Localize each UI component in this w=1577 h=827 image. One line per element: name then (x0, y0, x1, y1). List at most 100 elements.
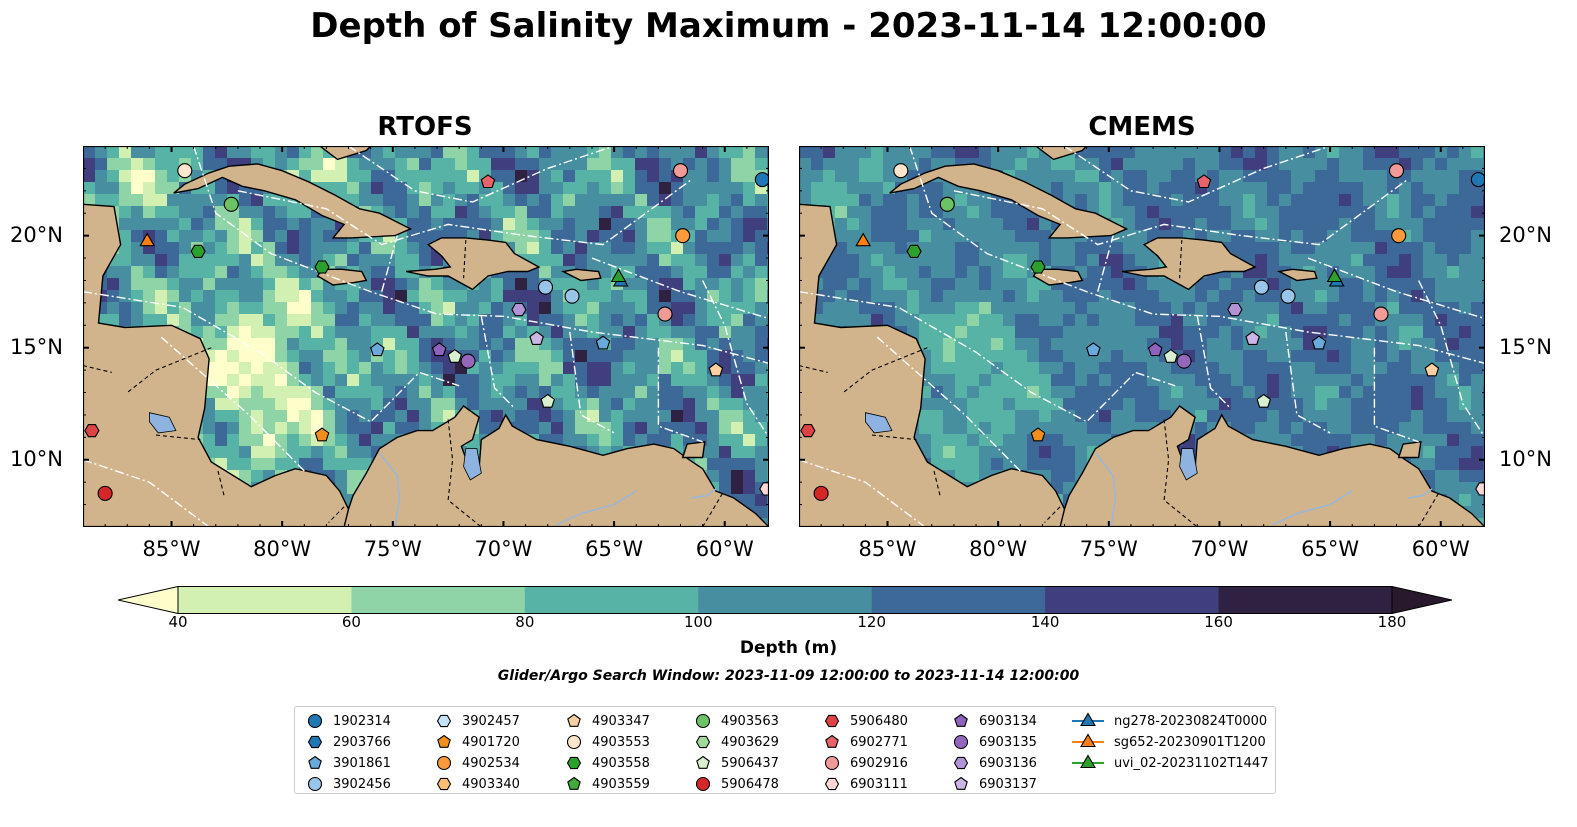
marker-5906437 (447, 349, 463, 363)
eez-boundary (953, 179, 1408, 246)
legend-marker-icon (824, 714, 840, 728)
legend-item: 4902534 (436, 753, 520, 773)
legend-marker-icon (1072, 712, 1104, 727)
marker-3901861 (370, 342, 385, 357)
legend-marker-icon (825, 734, 839, 748)
country-border (126, 347, 212, 393)
legend-label: 6903134 (979, 713, 1037, 729)
marker-4903347 (1424, 362, 1440, 377)
legend-marker-icon (437, 734, 451, 748)
main-title: Depth of Salinity Maximum - 2023-11-14 1… (310, 6, 1267, 46)
marker-5906437 (540, 393, 556, 408)
marker-3902456 (564, 288, 580, 304)
eez-boundary (381, 235, 398, 292)
land-cuba (173, 163, 413, 239)
marker-5906480 (800, 424, 816, 438)
colorbar-extend-low (118, 586, 179, 614)
legend-marker-icon (307, 776, 323, 792)
lat-tick-label: 10°N (10, 446, 63, 471)
map-frame (83, 146, 769, 527)
lake-nicaragua (865, 412, 893, 434)
eez-boundary (569, 331, 615, 434)
land-central-america (799, 203, 1066, 527)
legend-label: 6902916 (850, 755, 908, 771)
eez-boundary (1307, 257, 1485, 320)
eez-boundary (591, 257, 769, 320)
colorbar-segment (351, 586, 526, 614)
legend-item: 4903629 (695, 732, 779, 752)
legend-label: 6903137 (979, 776, 1037, 792)
colorbar-tick-label: 120 (857, 613, 887, 631)
marker-6902916 (1388, 163, 1405, 179)
marker-3901861 (1311, 335, 1327, 350)
marker-5906478 (97, 485, 113, 501)
legend-label: ng278-20230824T0000 (1114, 713, 1268, 729)
marker-5906478 (813, 485, 829, 501)
eez-boundary (192, 146, 769, 365)
eez-boundary (83, 291, 460, 423)
legend-label: 4903629 (721, 734, 779, 750)
legend-marker-icon (566, 756, 582, 770)
legend-marker-icon (567, 713, 581, 727)
lat-tick-label: 20°N (1499, 222, 1552, 247)
eez-boundary (908, 146, 1485, 365)
marker-4901720 (1030, 427, 1046, 442)
lat-tick-label: 15°N (1499, 334, 1552, 359)
legend-item: ng278-20230824T0000 (1072, 711, 1267, 731)
marker-4903347 (708, 362, 724, 377)
legend-label: 4903559 (592, 776, 650, 792)
legend-item: 6903111 (824, 774, 908, 794)
legend-label: 6902771 (850, 734, 908, 750)
country-border (933, 470, 942, 499)
eez-boundary (1064, 146, 1331, 203)
lon-tick-label: 75°W (1079, 537, 1138, 561)
legend-label: 5906437 (721, 755, 779, 771)
legend-item: sg652-20230901T1200 (1072, 732, 1266, 752)
legend-item: 3901861 (307, 753, 391, 773)
legend-item: 2903766 (307, 732, 391, 752)
land-hispaniola (405, 237, 541, 291)
marker-4901720 (314, 427, 330, 442)
marker-6903136 (511, 302, 527, 317)
legend-item: 4903563 (695, 711, 779, 731)
marker-sg652-20230901T1200 (139, 232, 156, 247)
eez-boundary (1285, 331, 1331, 434)
lat-tick-label: 15°N (10, 334, 63, 359)
country-border (83, 365, 112, 373)
eez-boundary (1097, 235, 1114, 292)
land-bahamas (318, 146, 372, 161)
colorbar-segment (1045, 586, 1220, 614)
colorbar-tick-label: 180 (1377, 613, 1407, 631)
legend-label: 4903347 (592, 713, 650, 729)
panel-title-rtofs: RTOFS (377, 112, 473, 142)
legend-item: 4901720 (436, 732, 520, 752)
legend-label: 5906478 (721, 776, 779, 792)
marker-4903563 (223, 196, 239, 212)
land-hispaniola (1121, 237, 1257, 291)
country-border (155, 434, 201, 441)
legend-item: 5906478 (695, 774, 779, 794)
colorbar-segment (178, 586, 352, 614)
lake-maracaibo (463, 448, 482, 481)
eez-boundary (1373, 347, 1419, 443)
legend-item: 4903559 (566, 774, 650, 794)
legend-item: 6903136 (953, 753, 1037, 773)
colorbar-tick-label: 80 (515, 613, 535, 631)
eez-boundary (876, 335, 1021, 472)
land-trinidad (1397, 440, 1422, 459)
river (691, 488, 717, 499)
marker-1902314 (754, 172, 769, 188)
legend-item: 5906437 (695, 753, 779, 773)
legend-label: 1902314 (333, 713, 391, 729)
legend-marker-icon (824, 755, 840, 771)
eez-boundary (657, 347, 703, 443)
legend-marker-icon (1072, 754, 1104, 769)
colorbar-segment (871, 586, 1046, 614)
marker-uvi_02-20231102T1447 (610, 268, 627, 283)
marker-6902916 (657, 306, 673, 322)
map-cmems[interactable] (799, 146, 1485, 527)
map-rtofs[interactable] (83, 146, 769, 527)
marker-3902456 (537, 279, 554, 295)
colorbar-extend-high (1391, 586, 1452, 614)
legend-marker-icon (695, 776, 711, 792)
